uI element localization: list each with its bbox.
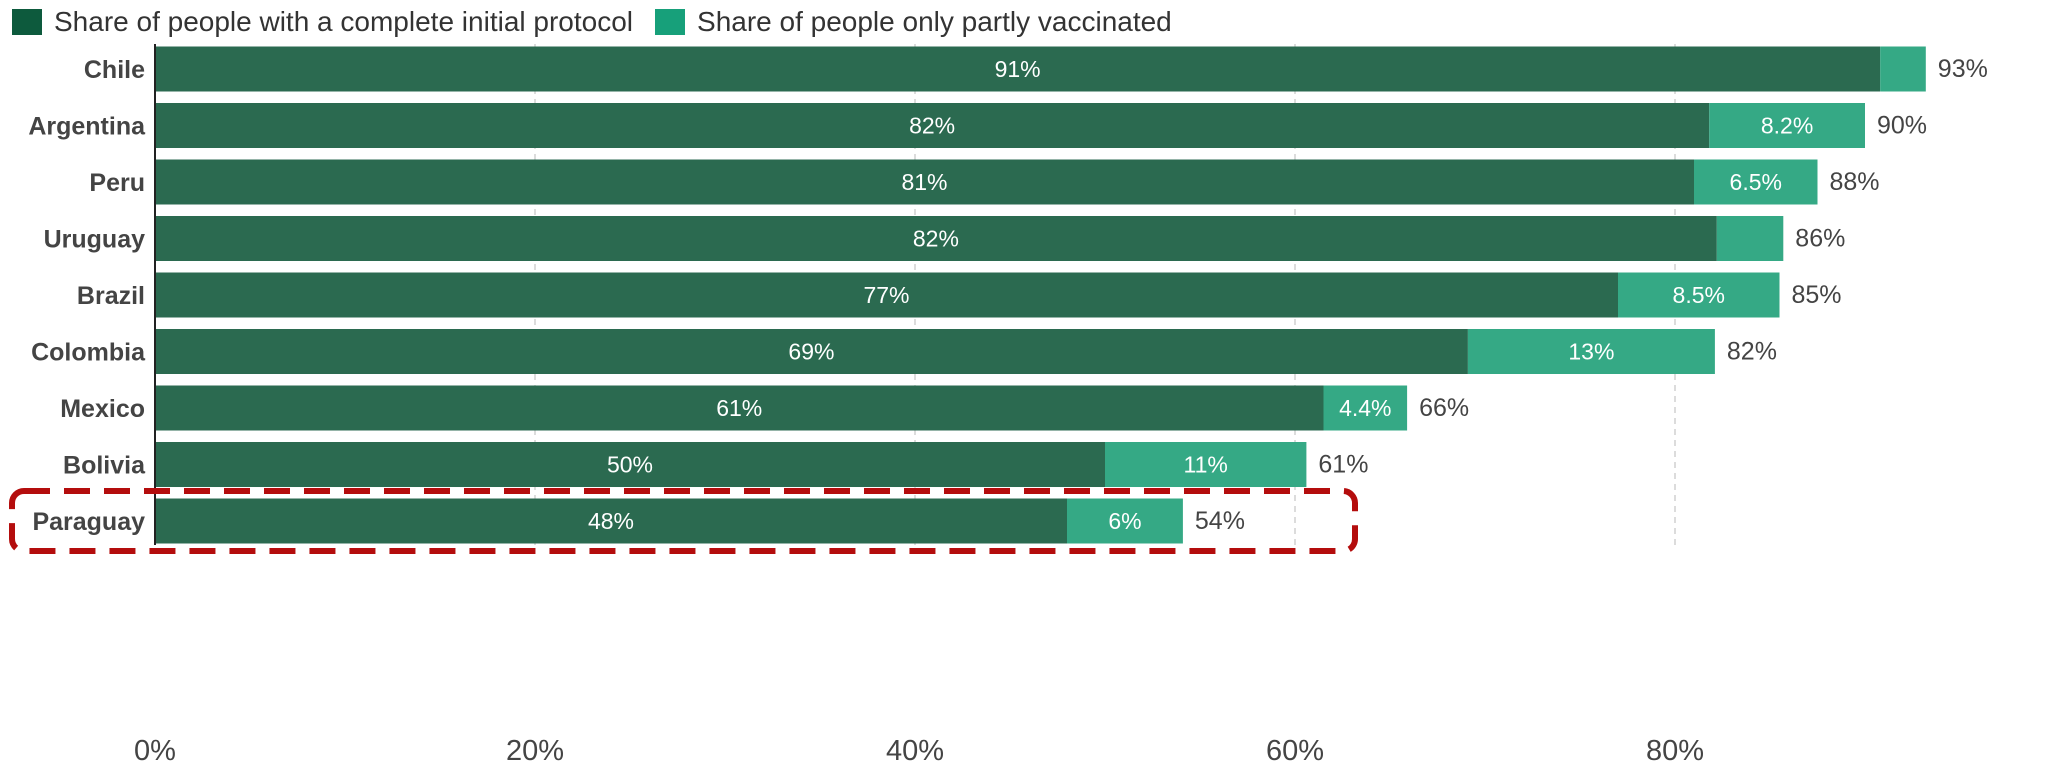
- total-label: 54%: [1195, 507, 1245, 535]
- data-label-complete: 77%: [863, 282, 909, 308]
- bar-complete: [155, 498, 1067, 544]
- legend-swatch-partial: [655, 9, 686, 35]
- legend-swatch-complete: [12, 9, 42, 35]
- total-label: 93%: [1938, 55, 1988, 83]
- x-tick-label: 20%: [506, 735, 564, 767]
- bar-complete: [155, 442, 1105, 487]
- data-label-partial: 4.4%: [1339, 395, 1391, 421]
- total-label: 82%: [1727, 338, 1777, 366]
- data-label-partial: 11%: [1184, 452, 1228, 478]
- category-label: Bolivia: [63, 452, 146, 480]
- category-label: Uruguay: [44, 226, 146, 254]
- bar-partial: [1467, 329, 1715, 374]
- x-tick-label: 0%: [134, 735, 176, 767]
- bar-partial: [1323, 385, 1408, 431]
- category-label: Brazil: [77, 282, 145, 310]
- category-label: Mexico: [60, 395, 145, 423]
- total-label: 61%: [1318, 451, 1368, 479]
- bar-partial: [1880, 46, 1926, 92]
- data-label-partial: 8.2%: [1761, 113, 1813, 139]
- data-label-complete: 91%: [995, 56, 1041, 82]
- data-label-complete: 48%: [588, 508, 634, 534]
- category-label: Paraguay: [32, 508, 145, 536]
- category-label: Colombia: [31, 339, 146, 367]
- bar-partial: [1105, 442, 1307, 487]
- legend-item-partial: Share of people only partly vaccinated: [655, 6, 1172, 38]
- bar-partial: [1716, 216, 1784, 261]
- highlight-box: [9, 488, 1358, 554]
- data-label-partial: 8.5%: [1673, 282, 1725, 308]
- bar-complete: [155, 385, 1324, 431]
- x-tick-label: 40%: [886, 735, 944, 767]
- bar-complete: [155, 272, 1618, 318]
- total-label: 90%: [1877, 112, 1927, 140]
- bar-complete: [155, 329, 1468, 374]
- legend: Share of people with a complete initial …: [12, 4, 1172, 40]
- category-label: Argentina: [28, 113, 146, 141]
- bar-complete: [155, 216, 1717, 261]
- category-label: Peru: [89, 169, 145, 197]
- legend-label-partial: Share of people only partly vaccinated: [697, 6, 1172, 37]
- legend-label-complete: Share of people with a complete initial …: [54, 6, 634, 37]
- data-label-complete: 82%: [913, 226, 959, 252]
- data-label-partial: 6%: [1108, 508, 1141, 534]
- bar-partial: [1618, 272, 1780, 318]
- total-label: 85%: [1792, 281, 1842, 309]
- legend-item-complete: Share of people with a complete initial …: [12, 6, 633, 38]
- bar-complete: [155, 46, 1881, 92]
- bar-complete: [155, 103, 1710, 148]
- total-label: 86%: [1795, 225, 1845, 253]
- data-label-complete: 50%: [607, 452, 653, 478]
- data-label-complete: 81%: [901, 169, 947, 195]
- bar-partial: [1709, 103, 1865, 148]
- data-label-complete: 82%: [909, 113, 955, 139]
- total-label: 88%: [1830, 168, 1880, 196]
- category-label: Chile: [84, 56, 145, 84]
- x-tick-label: 80%: [1646, 735, 1704, 767]
- total-label: 66%: [1419, 394, 1469, 422]
- data-label-partial: 13%: [1568, 339, 1614, 365]
- data-label-partial: 6.5%: [1730, 169, 1782, 195]
- x-tick-label: 60%: [1266, 735, 1324, 767]
- bar-partial: [1694, 159, 1818, 205]
- data-label-complete: 61%: [716, 395, 762, 421]
- bar-partial: [1067, 498, 1183, 544]
- bar-complete: [155, 159, 1694, 205]
- data-label-complete: 69%: [788, 339, 834, 365]
